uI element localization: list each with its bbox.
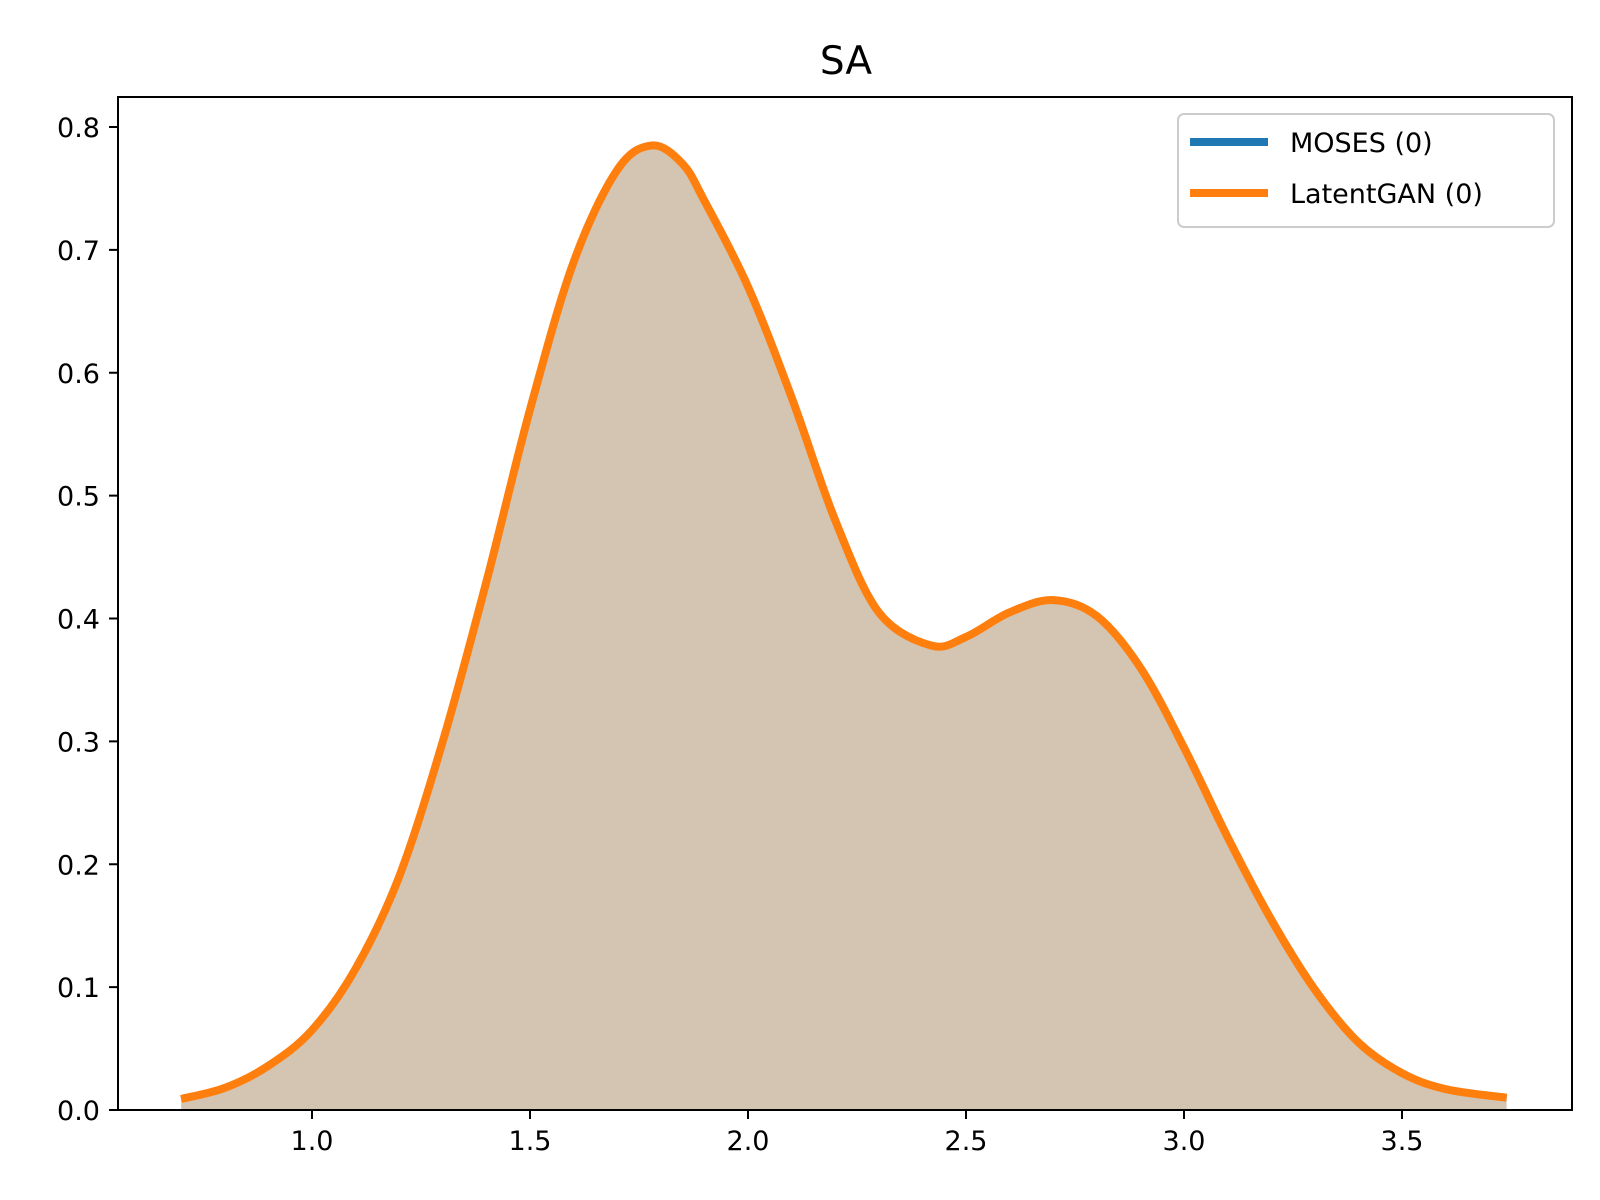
y-tick-label: 0.6 [57,359,100,390]
density-fill-area [181,145,1507,1110]
axes-frame [117,96,1573,1111]
series-line-1 [180,141,1508,1103]
plot-area [180,141,1508,1110]
x-tick-label: 3.5 [1381,1126,1424,1157]
x-tick-label: 1.5 [509,1126,552,1157]
y-tick-label: 0.8 [57,113,100,144]
legend-box [1177,113,1555,228]
legend-label-1: LatentGAN (0) [1290,179,1483,210]
y-tick-label: 0.5 [57,482,100,513]
x-tick-label: 2.0 [727,1126,770,1157]
x-tick-label: 2.5 [945,1126,988,1157]
legend: MOSES (0) LatentGAN (0) [1177,113,1555,228]
y-tick-label: 0.0 [57,1096,100,1127]
y-tick-label: 0.1 [57,973,100,1004]
chart-title: SA [820,39,872,84]
x-axis: 1.0 1.5 2.0 2.5 3.0 3.5 [291,1110,1424,1157]
legend-label-0: MOSES (0) [1290,128,1433,159]
x-tick-label: 3.0 [1163,1126,1206,1157]
x-tick-label: 1.0 [291,1126,334,1157]
y-axis: 0.0 0.1 0.2 0.3 0.4 0.5 0.6 0.7 0.8 [57,113,118,1127]
y-tick-label: 0.2 [57,850,100,881]
y-tick-label: 0.4 [57,605,100,636]
y-tick-label: 0.7 [57,236,100,267]
y-tick-label: 0.3 [57,727,100,758]
